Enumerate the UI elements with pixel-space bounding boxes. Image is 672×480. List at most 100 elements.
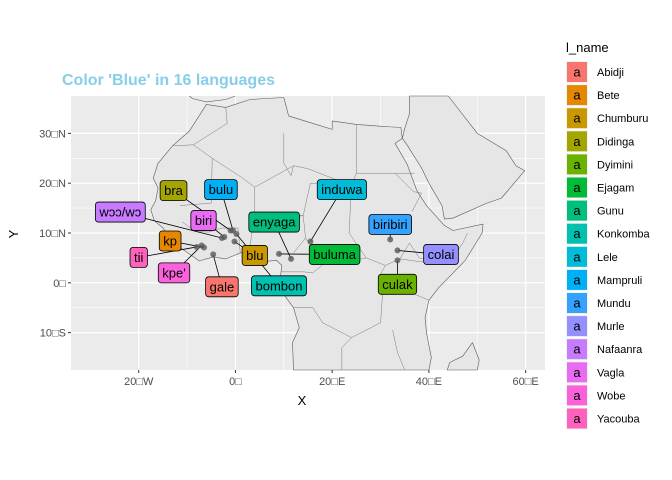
legend-glyph: a xyxy=(573,365,581,380)
country-border xyxy=(394,173,423,212)
legend-label: Vagla xyxy=(597,367,625,379)
label-text: gale xyxy=(210,279,235,294)
label-text: enyaga xyxy=(253,215,296,230)
legend-label: Chumburu xyxy=(597,113,648,125)
label-nafaanra: wɔɔ/wɔ xyxy=(94,201,146,223)
chart-title: Color 'Blue' in 16 languages xyxy=(62,72,275,89)
legend-label: Nafaanra xyxy=(597,344,643,356)
point-dyimini xyxy=(394,257,401,264)
legend-swatch xyxy=(567,362,587,383)
legend-label: Abidji xyxy=(597,67,624,79)
label-wobe: kpe' xyxy=(157,262,191,284)
plot-panel: gale kp blu bra culаk buluma enyaga bombon induw… xyxy=(71,95,545,371)
label-yacouba: tii xyxy=(129,247,148,268)
label-box xyxy=(308,244,361,265)
legend-swatch xyxy=(567,177,587,198)
label-text: bulu xyxy=(209,182,234,197)
legend-item-vagla: a Vagla xyxy=(566,361,625,384)
legend-item-nafaanra: a Nafaanra xyxy=(566,338,643,361)
africa-outline xyxy=(150,97,484,371)
point-wobe xyxy=(198,242,205,249)
legend-glyph: a xyxy=(573,65,581,80)
label-box xyxy=(377,273,418,295)
label-text: kp xyxy=(163,233,177,248)
label-text: culаk xyxy=(382,277,413,292)
label-dyimini: culаk xyxy=(377,273,418,295)
label-abidji: gale xyxy=(205,276,239,298)
country-border xyxy=(341,337,352,370)
label-box xyxy=(159,180,188,202)
label-lele: induwa xyxy=(316,179,367,201)
x-axis-title: X xyxy=(298,393,307,408)
label-text: bombon xyxy=(255,278,302,293)
legend-glyph: a xyxy=(573,203,581,218)
point-vagla xyxy=(221,233,228,240)
madagascar-outline xyxy=(446,342,480,371)
country-border xyxy=(348,183,437,266)
point-ejagam xyxy=(275,250,282,257)
legend-label: Dyimini xyxy=(597,159,633,171)
label-text: buluma xyxy=(313,247,356,262)
legend-glyph: a xyxy=(573,296,581,311)
legend-swatch xyxy=(567,408,587,429)
label-text: kpe' xyxy=(162,265,185,280)
legend-swatch xyxy=(567,293,587,313)
legend-glyph: a xyxy=(573,88,581,103)
legend-glyph: a xyxy=(573,180,581,195)
legend-item-dyimini: a Dyimini xyxy=(566,153,633,176)
legend-glyph: a xyxy=(573,272,581,287)
legend-item-bete: a Bete xyxy=(566,84,620,107)
legend-glyph: a xyxy=(573,134,581,149)
label-box xyxy=(204,179,238,201)
y-tick-label: 10□S xyxy=(40,328,66,340)
y-axis-title: Y xyxy=(6,229,21,238)
legend-item-lele: a Lele xyxy=(566,245,618,268)
legend-swatch xyxy=(567,154,587,175)
label-box xyxy=(251,275,307,297)
label-chumburu: blu xyxy=(241,245,268,266)
legend-item-ejagam: a Ejagam xyxy=(566,176,634,199)
leader-line xyxy=(138,246,197,258)
label-ejagam: buluma xyxy=(308,244,361,265)
label-box xyxy=(423,244,459,265)
legend-label: Mundu xyxy=(597,298,631,310)
y-tick-label: 30□N xyxy=(39,128,66,140)
legend-item-chumburu: a Chumburu xyxy=(566,107,648,130)
country-border xyxy=(392,330,405,371)
legend-label: Murle xyxy=(597,321,625,333)
legend-swatch xyxy=(567,131,587,152)
legend-glyph: a xyxy=(573,342,581,357)
legend-label: Konkomba xyxy=(597,229,650,241)
label-didinga: bra xyxy=(159,180,188,202)
country-border xyxy=(193,144,415,188)
legend-title: l_name xyxy=(566,40,609,55)
legend-glyph: a xyxy=(573,249,581,264)
data-labels: gale kp blu bra culаk buluma enyaga bombon induw… xyxy=(94,179,459,298)
country-border xyxy=(179,158,213,206)
legend-item-murle: a Murle xyxy=(566,315,625,338)
label-box xyxy=(129,247,148,268)
label-box xyxy=(94,201,146,223)
legend-swatch xyxy=(567,316,587,337)
legend-swatch xyxy=(567,385,587,406)
point-mampruli xyxy=(230,227,237,234)
label-box xyxy=(205,276,239,298)
legend-item-wobe: a Wobe xyxy=(566,384,626,407)
legend-swatch xyxy=(567,269,587,290)
legend-swatch xyxy=(567,223,587,244)
label-text: bra xyxy=(164,183,184,198)
label-box xyxy=(157,262,191,284)
label-text: wɔɔ/wɔ xyxy=(98,205,141,220)
africa-basemap xyxy=(150,95,525,371)
legend-label: Yacouba xyxy=(597,414,640,426)
legend-swatch xyxy=(567,200,587,221)
point-yacouba xyxy=(193,243,200,250)
arabia-outline xyxy=(402,95,525,220)
x-tick-label: 20□W xyxy=(124,376,154,388)
legend-label: Lele xyxy=(597,252,618,264)
legend-item-konkomba: a Konkomba xyxy=(566,222,650,245)
legend-glyph: a xyxy=(573,111,581,126)
x-tick-label: 0□ xyxy=(229,376,242,388)
legend-glyph: a xyxy=(573,388,581,403)
legend-item-mampruli: a Mampruli xyxy=(566,268,642,291)
